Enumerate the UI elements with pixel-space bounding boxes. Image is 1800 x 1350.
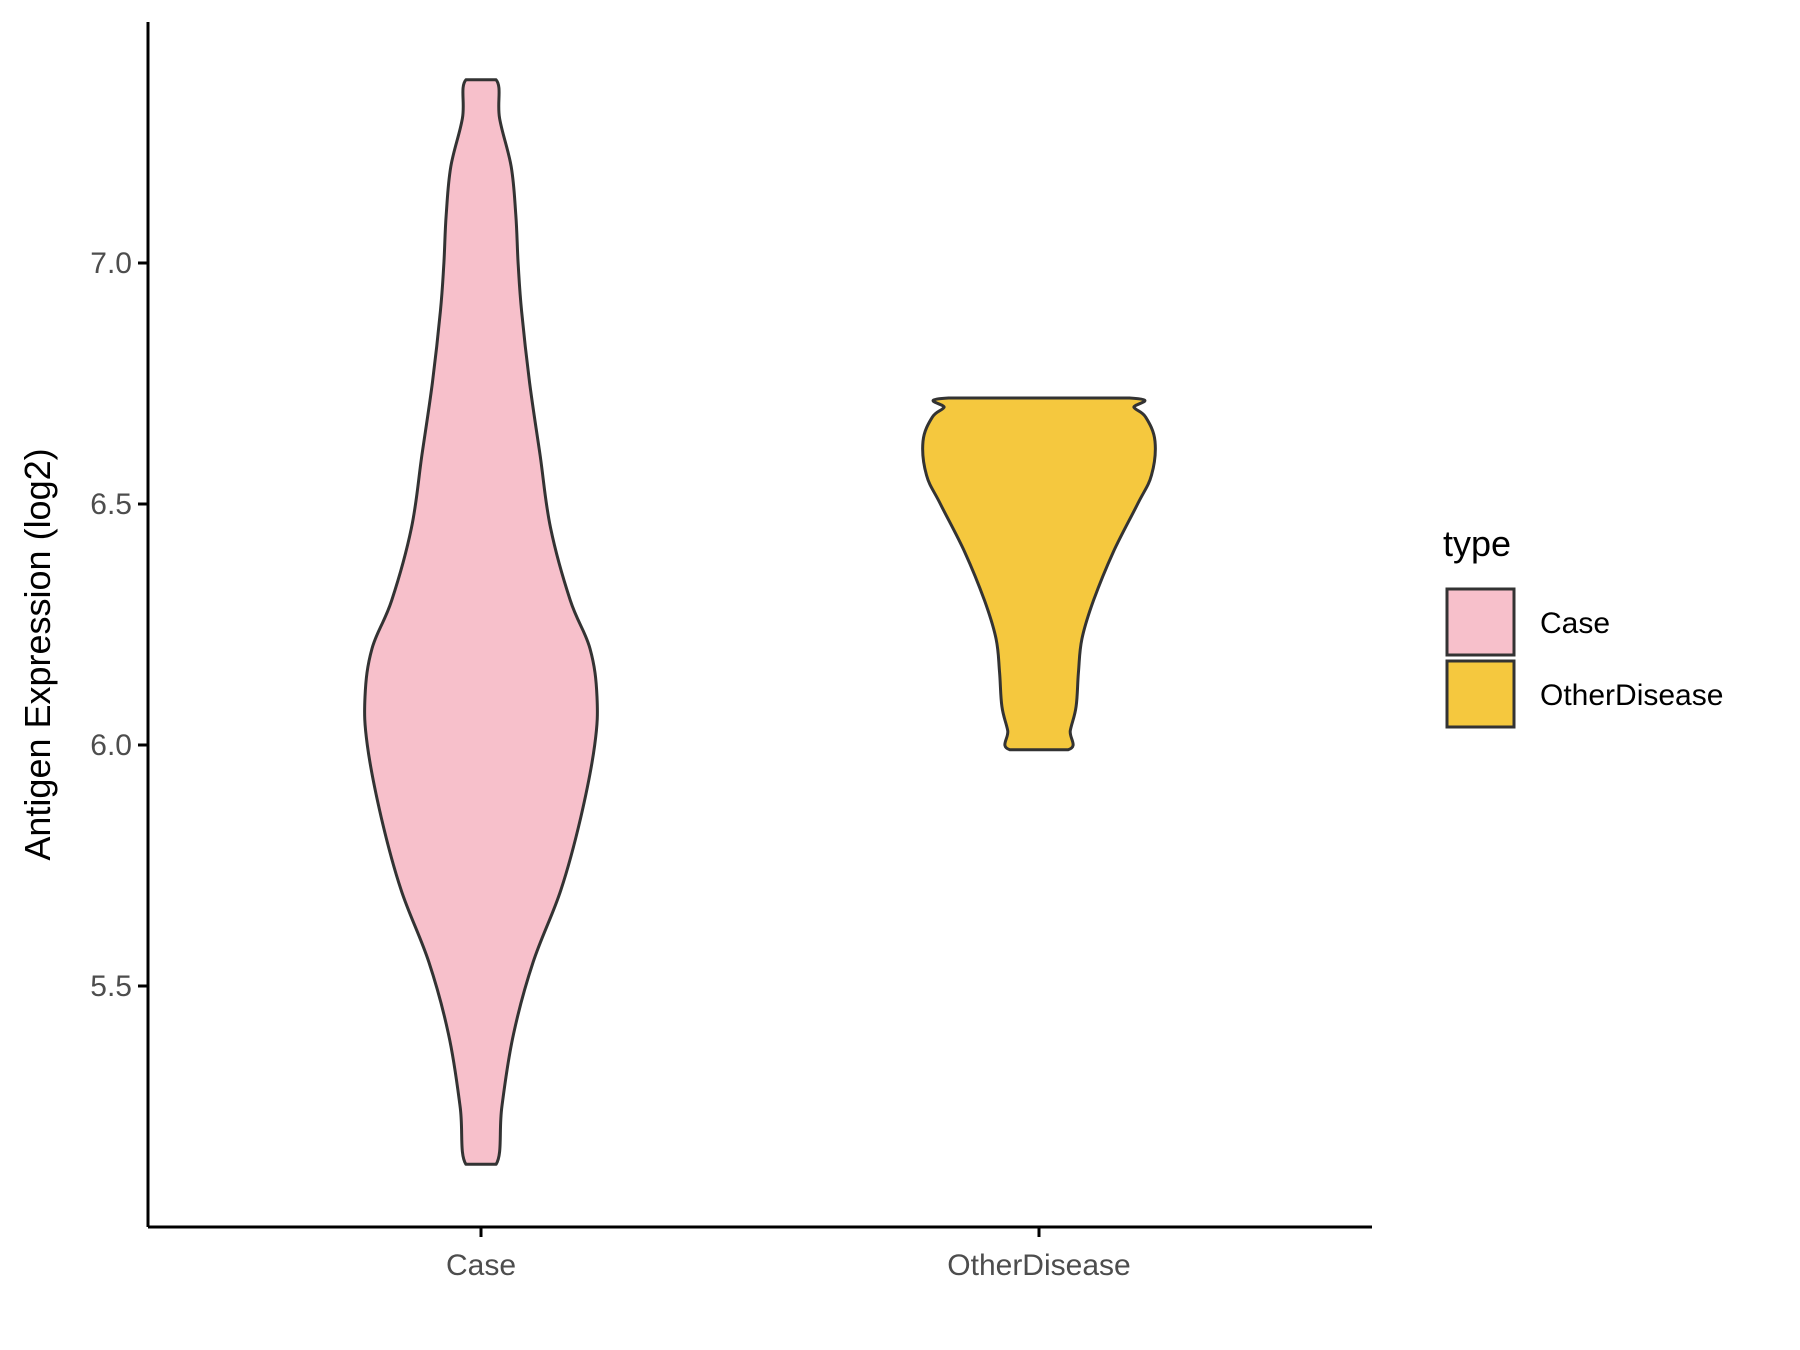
y-tick-label: 7.0 <box>90 247 132 280</box>
x-ticks: Case OtherDisease <box>446 1227 1131 1282</box>
legend-items: Case OtherDisease <box>1445 587 1723 729</box>
legend-swatch-case <box>1445 587 1516 657</box>
y-ticks: 5.5 6.0 6.5 7.0 <box>90 247 148 1003</box>
y-tick-label: 5.5 <box>90 970 132 1003</box>
y-axis-title: Antigen Expression (log2) <box>17 448 58 860</box>
legend-title: type <box>1443 523 1511 564</box>
y-tick-label: 6.0 <box>90 729 132 762</box>
legend: type Case OtherDisease <box>1443 523 1723 729</box>
legend-swatch-otherdisease <box>1445 659 1516 729</box>
x-tick-label: OtherDisease <box>947 1249 1130 1282</box>
violin-layer <box>363 78 1157 1166</box>
violin-case <box>363 78 599 1166</box>
violin-otherdisease <box>921 396 1157 752</box>
y-tick-label: 6.5 <box>90 488 132 521</box>
legend-label: Case <box>1540 607 1610 640</box>
x-tick-label: Case <box>446 1249 516 1282</box>
axes-layer <box>146 22 1372 1229</box>
legend-label: OtherDisease <box>1540 679 1723 712</box>
